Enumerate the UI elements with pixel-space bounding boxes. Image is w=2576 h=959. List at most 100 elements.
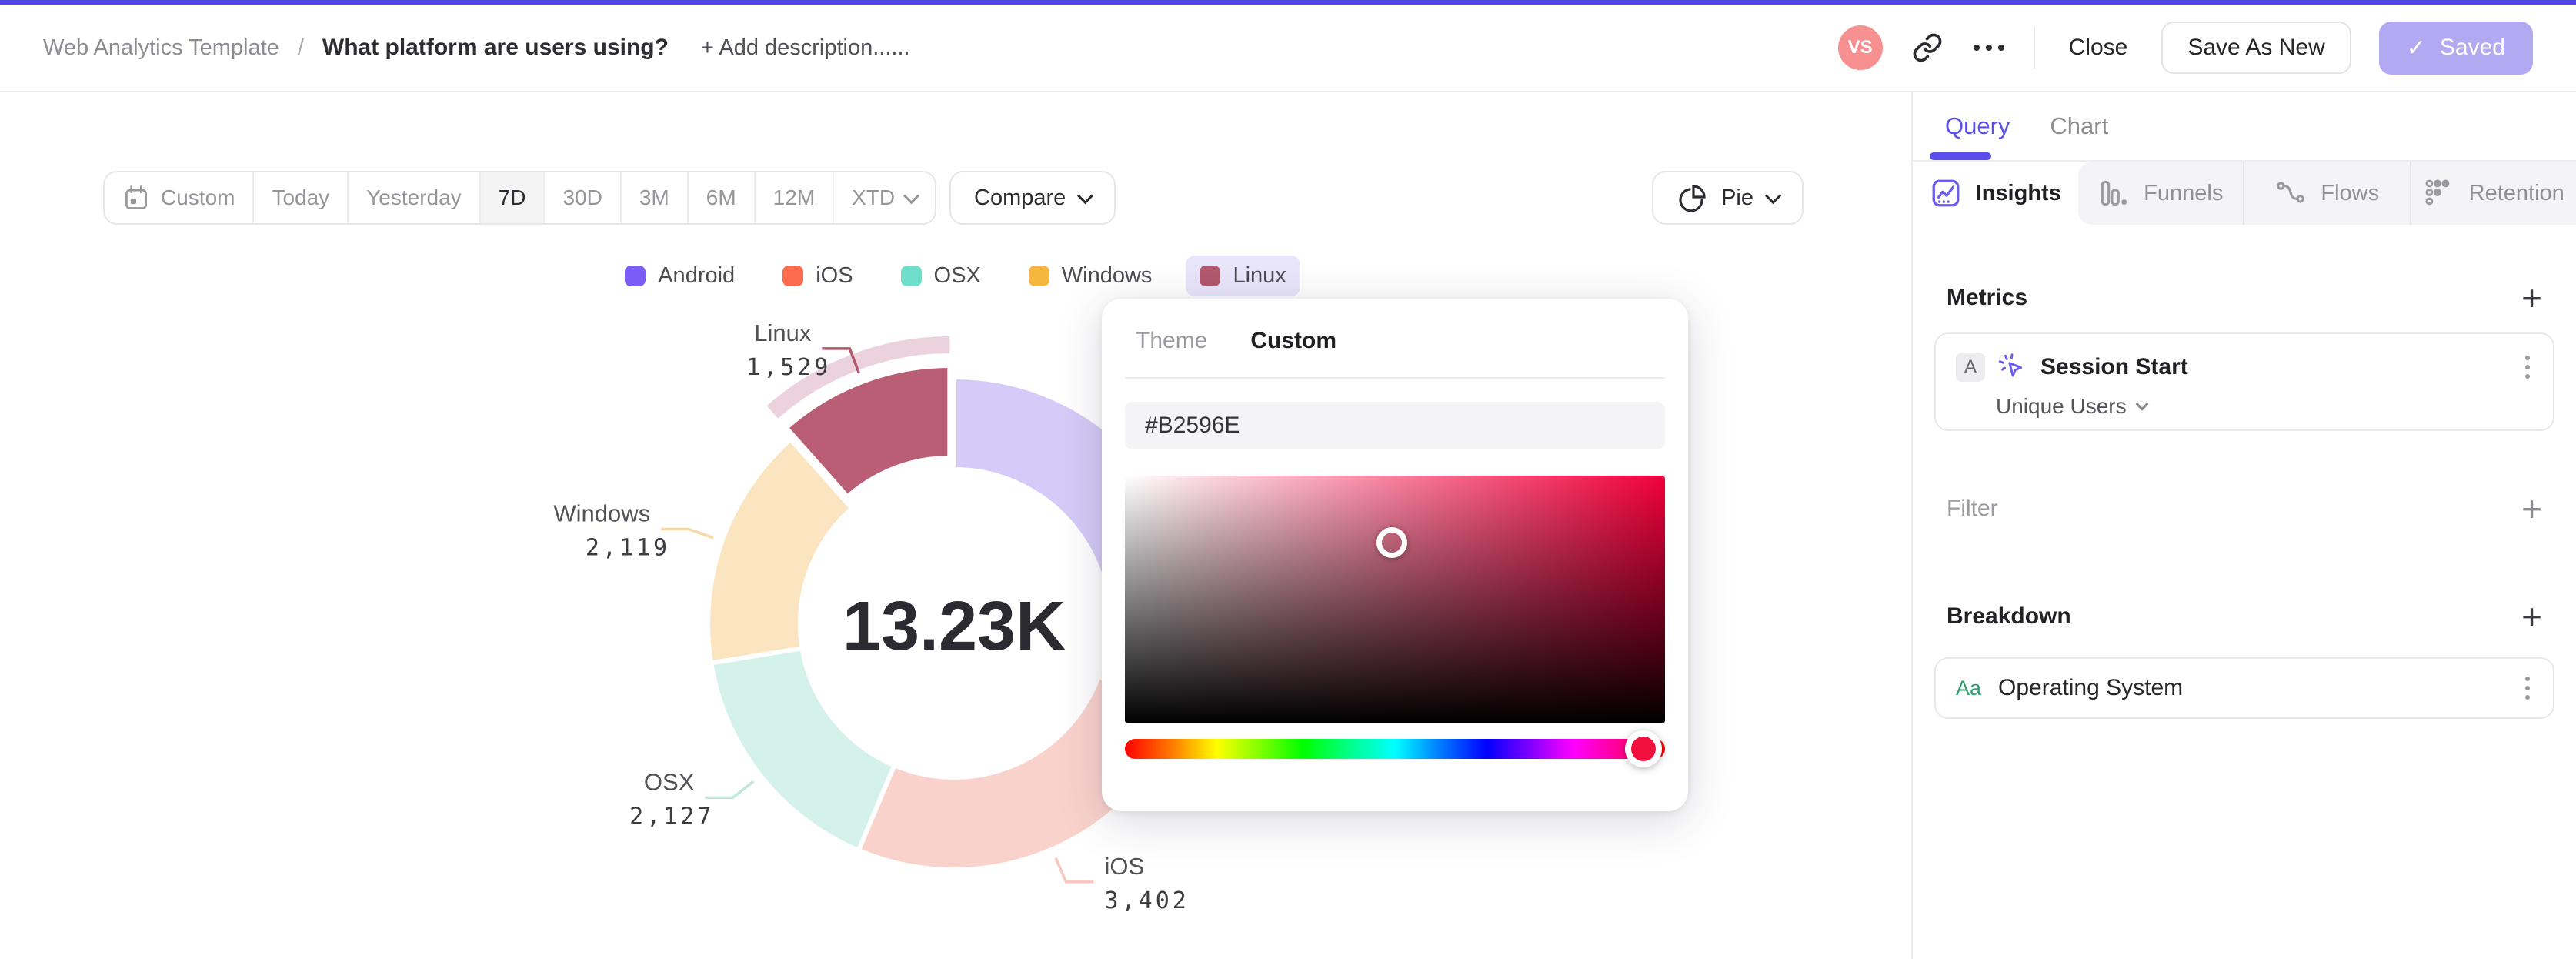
saved-label: Saved bbox=[2439, 35, 2505, 60]
pie-slice-windows[interactable] bbox=[706, 436, 855, 666]
add-description-button[interactable]: + Add description...... bbox=[700, 35, 910, 60]
subtab-retention[interactable]: Retention bbox=[2409, 162, 2576, 225]
legend-item-osx[interactable]: OSX bbox=[887, 256, 995, 296]
close-button[interactable]: Close bbox=[2068, 35, 2128, 60]
range-xtd[interactable]: XTD bbox=[833, 172, 935, 223]
hue-slider[interactable] bbox=[1125, 730, 1665, 767]
chevron-down-icon bbox=[1764, 187, 1782, 204]
add-filter-button[interactable]: + bbox=[2521, 489, 2542, 529]
insight-type-tabs: Insights Funnels Flows bbox=[1913, 160, 2576, 225]
legend-label: Windows bbox=[1061, 263, 1153, 288]
legend-swatch bbox=[900, 266, 922, 286]
compare-label: Compare bbox=[974, 185, 1066, 210]
range-label: Today bbox=[272, 185, 330, 209]
range-custom[interactable]: Custom bbox=[105, 172, 252, 223]
saved-button[interactable]: ✓ Saved bbox=[2378, 21, 2533, 75]
range-yesterday[interactable]: Yesterday bbox=[347, 172, 479, 223]
pie-slice-osx[interactable] bbox=[709, 646, 897, 853]
breakdown-name: Operating System bbox=[1998, 675, 2184, 700]
legend-label: Android bbox=[658, 263, 736, 288]
pie-label-name: iOS bbox=[1105, 853, 1145, 880]
retention-icon bbox=[2425, 179, 2450, 206]
metric-series-badge: A bbox=[1956, 353, 1985, 382]
tab-custom[interactable]: Custom bbox=[1250, 328, 1337, 353]
range-label: Yesterday bbox=[366, 185, 462, 209]
legend-item-ios[interactable]: iOS bbox=[769, 256, 866, 296]
compare-button[interactable]: Compare bbox=[949, 171, 1116, 225]
subtab-flows[interactable]: Flows bbox=[2243, 162, 2410, 225]
pie-selected-highlight-band bbox=[766, 336, 950, 419]
pie-callout-line bbox=[822, 347, 861, 374]
save-as-new-button[interactable]: Save As New bbox=[2161, 22, 2351, 74]
range-12m[interactable]: 12M bbox=[753, 172, 833, 223]
subtab-insights[interactable]: Insights bbox=[1913, 162, 2078, 225]
range-7d[interactable]: 7D bbox=[479, 172, 544, 223]
legend-swatch bbox=[782, 266, 804, 286]
sidebar-tabs: Query Chart bbox=[1913, 92, 2576, 160]
chevron-down-icon bbox=[903, 187, 920, 204]
pie-slice-linux[interactable] bbox=[783, 363, 953, 500]
avatar[interactable]: VS bbox=[1837, 25, 1883, 70]
event-cursor-icon bbox=[1998, 353, 2023, 377]
metric-menu-button[interactable] bbox=[2522, 353, 2533, 382]
saturation-gradient-area[interactable] bbox=[1125, 476, 1665, 723]
page-title[interactable]: What platform are users using? bbox=[322, 35, 669, 60]
legend-item-linux[interactable]: Linux bbox=[1186, 256, 1300, 296]
query-sidebar: Query Chart Insights bbox=[1913, 92, 2576, 959]
header-divider bbox=[2033, 27, 2035, 68]
hex-color-input[interactable] bbox=[1145, 413, 1645, 439]
more-options-button[interactable] bbox=[1972, 31, 2006, 65]
gradient-cursor[interactable] bbox=[1376, 526, 1408, 558]
legend-label: Linux bbox=[1233, 263, 1286, 288]
breakdown-heading: Breakdown bbox=[1947, 603, 2071, 629]
pie-label-value: 3,402 bbox=[1105, 887, 1190, 914]
metric-card[interactable]: A Session Start Unique Users bbox=[1934, 332, 2554, 431]
hex-input-wrap bbox=[1125, 402, 1665, 449]
filter-section-header: Filter + bbox=[1934, 489, 2554, 529]
share-link-button[interactable] bbox=[1910, 31, 1944, 65]
tab-chart[interactable]: Chart bbox=[2050, 112, 2109, 139]
range-30d[interactable]: 30D bbox=[543, 172, 619, 223]
metrics-heading: Metrics bbox=[1947, 285, 2028, 310]
range-label: XTD bbox=[852, 185, 896, 209]
range-label: 7D bbox=[498, 185, 526, 209]
calendar-icon bbox=[125, 185, 147, 209]
subtab-funnels[interactable]: Funnels bbox=[2077, 162, 2243, 225]
pie-label-name: Windows bbox=[553, 500, 650, 526]
aggregation-label: Unique Users bbox=[1996, 394, 2127, 418]
legend-label: iOS bbox=[816, 263, 853, 288]
pie-chart-icon bbox=[1679, 185, 1706, 212]
range-label: 12M bbox=[772, 185, 816, 209]
pie-label-value: 2,127 bbox=[629, 803, 714, 830]
legend-swatch bbox=[625, 266, 646, 286]
breakdown-card[interactable]: Aa Operating System bbox=[1934, 657, 2554, 719]
range-3m[interactable]: 3M bbox=[619, 172, 687, 223]
breakdown-menu-button[interactable] bbox=[2522, 673, 2533, 703]
breadcrumb-separator: / bbox=[297, 35, 304, 60]
legend-item-android[interactable]: Android bbox=[611, 256, 749, 296]
range-label: Custom bbox=[161, 185, 235, 209]
pie-callout-line bbox=[1054, 857, 1094, 884]
date-range-group: Custom Today Yesterday 7D 30D 3M 6M 12M … bbox=[103, 171, 937, 225]
add-metric-button[interactable]: + bbox=[2521, 278, 2542, 318]
subtab-label: Retention bbox=[2468, 180, 2564, 206]
pie-callout-line bbox=[705, 780, 755, 800]
add-breakdown-button[interactable]: + bbox=[2521, 596, 2542, 637]
metric-aggregation-dropdown[interactable]: Unique Users bbox=[1996, 394, 2533, 419]
tab-theme[interactable]: Theme bbox=[1136, 328, 1208, 353]
range-today[interactable]: Today bbox=[252, 172, 347, 223]
tab-query[interactable]: Query bbox=[1945, 112, 2010, 139]
chart-type-button[interactable]: Pie bbox=[1652, 171, 1804, 225]
subtab-label: Flows bbox=[2321, 180, 2380, 206]
insights-icon bbox=[1932, 179, 1960, 207]
hue-slider-handle[interactable] bbox=[1624, 730, 1662, 767]
filter-heading: Filter bbox=[1947, 496, 1998, 521]
range-label: 6M bbox=[706, 185, 736, 209]
breadcrumb-root[interactable]: Web Analytics Template bbox=[43, 35, 279, 60]
chart-panel: Custom Today Yesterday 7D 30D 3M 6M 12M … bbox=[0, 92, 1913, 959]
range-6m[interactable]: 6M bbox=[686, 172, 754, 223]
legend: Android iOS OSX Windows Linux bbox=[0, 256, 1911, 296]
breakdown-section-header: Breakdown + bbox=[1934, 596, 2554, 637]
legend-item-windows[interactable]: Windows bbox=[1015, 256, 1166, 296]
